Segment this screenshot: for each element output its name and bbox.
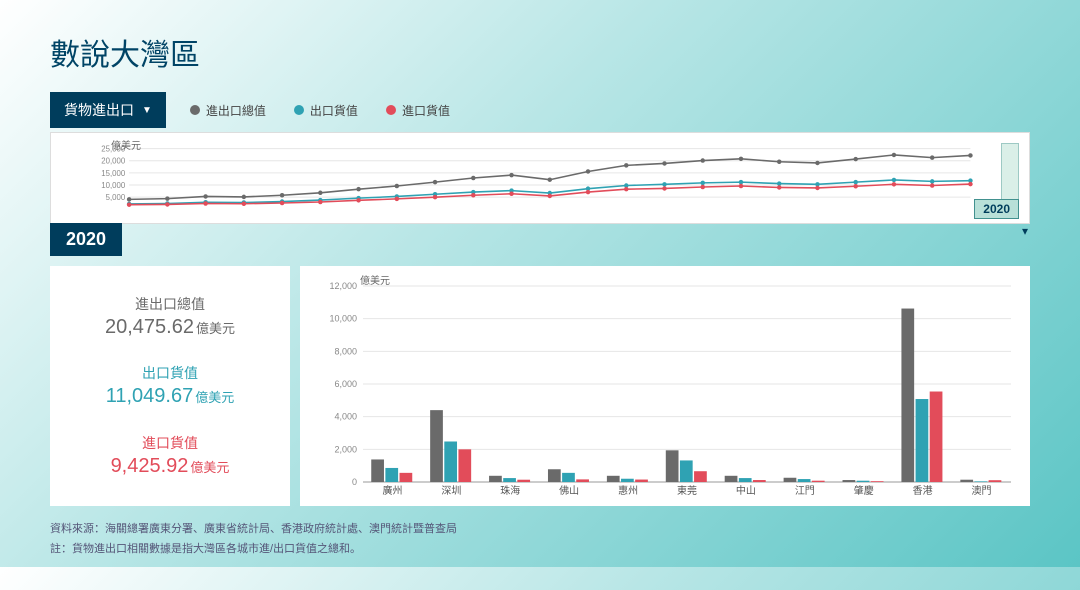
- footnote-line: 資料來源：海關總署廣東分署、廣東省統計局、香港政府統計處、澳門統計暨普查局: [50, 520, 1030, 540]
- svg-text:肇慶: 肇慶: [854, 484, 874, 497]
- selected-year-badge: 2020: [974, 199, 1019, 219]
- legend-dot-icon: [190, 105, 200, 115]
- svg-text:20,000: 20,000: [101, 157, 126, 166]
- stat-label: 進口貨值: [60, 433, 280, 453]
- svg-text:10,000: 10,000: [101, 181, 126, 190]
- legend-item[interactable]: 進口貨值: [386, 102, 450, 119]
- dropdown-label: 貨物進出口: [64, 100, 134, 120]
- svg-text:中山: 中山: [736, 484, 756, 497]
- legend-dot-icon: [294, 105, 304, 115]
- stat-value: 11,049.67億美元: [60, 385, 280, 408]
- controls-row: 貨物進出口 ▼ 進出口總值 出口貨值 進口貨值: [50, 92, 1030, 128]
- svg-text:12,000: 12,000: [329, 281, 357, 291]
- svg-text:東莞: 東莞: [677, 484, 697, 497]
- svg-text:江門: 江門: [795, 485, 815, 497]
- year-pill[interactable]: 2020: [50, 223, 122, 256]
- svg-text:10,000: 10,000: [329, 314, 357, 324]
- page-title: 數說大灣區: [50, 30, 1030, 74]
- stat-label: 進出口總值: [60, 294, 280, 314]
- stat-value: 20,475.62億美元: [60, 316, 280, 339]
- svg-text:澳門: 澳門: [972, 484, 992, 497]
- svg-text:15,000: 15,000: [101, 169, 126, 178]
- legend-label: 出口貨值: [310, 102, 358, 119]
- stat-unit: 億美元: [190, 460, 229, 475]
- svg-text:8,000: 8,000: [334, 346, 357, 356]
- stat-block: 進出口總值20,475.62億美元: [60, 294, 280, 339]
- svg-text:惠州: 惠州: [618, 484, 638, 497]
- legend-label: 進出口總值: [206, 102, 266, 119]
- legend-item[interactable]: 出口貨值: [294, 102, 358, 119]
- svg-text:佛山: 佛山: [559, 484, 579, 497]
- stat-value: 9,425.92億美元: [60, 455, 280, 478]
- legend-item[interactable]: 進出口總值: [190, 102, 266, 119]
- bar-chart[interactable]: 億美元 0 2,000 4,000 6,000 8,000 10,000 12,000 廣州 深…: [300, 266, 1030, 506]
- svg-text:0: 0: [352, 477, 357, 487]
- filter-icon[interactable]: ▾: [1022, 224, 1028, 238]
- svg-text:4,000: 4,000: [334, 412, 357, 422]
- stat-block: 出口貨值11,049.67億美元: [60, 363, 280, 408]
- stat-unit: 億美元: [195, 390, 234, 405]
- footnote-line: 註：貨物進出口相關數據是指大灣區各城市進/出口貨值之總和。: [50, 540, 1030, 560]
- timeseries-chart[interactable]: 億美元 5,00010,00015,00020,00025,000 2020: [50, 132, 1030, 224]
- stat-block: 進口貨值9,425.92億美元: [60, 433, 280, 478]
- footnotes: 資料來源：海關總署廣東分署、廣東省統計局、香港政府統計處、澳門統計暨普查局註：貨…: [50, 520, 1030, 560]
- timeseries-svg: 5,00010,00015,00020,00025,000: [51, 133, 1029, 223]
- metric-dropdown[interactable]: 貨物進出口 ▼: [50, 92, 166, 128]
- stat-label: 出口貨值: [60, 363, 280, 383]
- bar-chart-unit: 億美元: [360, 272, 390, 287]
- svg-text:6,000: 6,000: [334, 379, 357, 389]
- bar-chart-svg: 0 2,000 4,000 6,000 8,000 10,000 12,000 廣州 深圳 珠海 佛…: [300, 266, 1030, 506]
- stats-panel: 進出口總值20,475.62億美元出口貨值11,049.67億美元進口貨值9,4…: [50, 266, 290, 506]
- stat-unit: 億美元: [196, 321, 235, 336]
- svg-text:珠海: 珠海: [500, 484, 520, 497]
- legend-label: 進口貨值: [402, 102, 450, 119]
- svg-text:香港: 香港: [913, 485, 933, 497]
- svg-text:5,000: 5,000: [106, 193, 126, 202]
- legend: 進出口總值 出口貨值 進口貨值: [190, 102, 450, 119]
- year-highlight-marker: [1001, 143, 1019, 205]
- svg-text:深圳: 深圳: [441, 485, 461, 497]
- timeseries-unit: 億美元: [111, 137, 141, 152]
- legend-dot-icon: [386, 105, 396, 115]
- svg-text:廣州: 廣州: [382, 484, 402, 497]
- svg-text:2,000: 2,000: [334, 444, 357, 454]
- chevron-down-icon: ▼: [142, 105, 152, 116]
